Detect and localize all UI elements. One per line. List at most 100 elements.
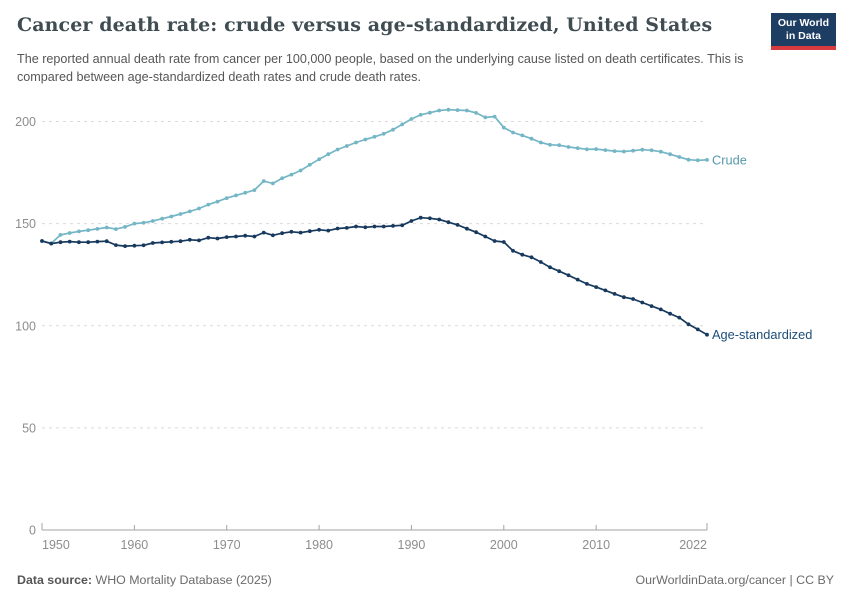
- data-point[interactable]: [215, 236, 220, 241]
- data-point[interactable]: [261, 179, 266, 184]
- series-age-standardized[interactable]: [40, 215, 709, 337]
- data-point[interactable]: [335, 147, 340, 152]
- data-point[interactable]: [160, 240, 165, 245]
- data-point[interactable]: [695, 158, 700, 163]
- data-point[interactable]: [640, 147, 645, 152]
- data-point[interactable]: [298, 230, 303, 235]
- data-point[interactable]: [40, 239, 44, 243]
- data-point[interactable]: [511, 248, 515, 253]
- data-point[interactable]: [548, 142, 552, 147]
- data-point[interactable]: [150, 219, 155, 223]
- series-line[interactable]: [41, 108, 708, 245]
- data-point[interactable]: [557, 269, 562, 274]
- data-point[interactable]: [169, 214, 174, 219]
- data-point[interactable]: [437, 217, 442, 222]
- data-point[interactable]: [474, 230, 478, 235]
- data-point[interactable]: [428, 110, 432, 115]
- data-point[interactable]: [104, 225, 109, 230]
- data-point[interactable]: [695, 327, 700, 332]
- data-point[interactable]: [307, 229, 312, 234]
- data-point[interactable]: [381, 131, 386, 136]
- data-point[interactable]: [280, 231, 284, 236]
- data-point[interactable]: [298, 168, 303, 173]
- data-point[interactable]: [86, 240, 91, 245]
- data-point[interactable]: [197, 238, 201, 243]
- data-point[interactable]: [114, 243, 118, 248]
- data-point[interactable]: [612, 292, 617, 296]
- data-point[interactable]: [215, 199, 220, 204]
- data-point[interactable]: [206, 235, 211, 240]
- data-point[interactable]: [234, 193, 238, 198]
- data-point[interactable]: [243, 190, 248, 195]
- data-point[interactable]: [418, 215, 423, 220]
- data-point[interactable]: [538, 260, 543, 264]
- data-point[interactable]: [344, 144, 349, 148]
- data-point[interactable]: [363, 137, 368, 142]
- data-point[interactable]: [363, 225, 368, 230]
- data-point[interactable]: [668, 152, 672, 157]
- data-point[interactable]: [686, 322, 691, 327]
- data-point[interactable]: [381, 224, 386, 229]
- data-point[interactable]: [234, 234, 238, 239]
- data-point[interactable]: [326, 152, 331, 157]
- data-point[interactable]: [400, 223, 405, 228]
- data-point[interactable]: [455, 223, 460, 227]
- data-point[interactable]: [86, 228, 91, 233]
- data-point[interactable]: [622, 149, 626, 154]
- series-crude[interactable]: [40, 107, 709, 246]
- data-point[interactable]: [372, 224, 377, 229]
- data-point[interactable]: [77, 240, 81, 245]
- data-point[interactable]: [391, 127, 395, 132]
- data-point[interactable]: [132, 221, 137, 226]
- data-point[interactable]: [58, 233, 63, 237]
- data-point[interactable]: [594, 285, 599, 289]
- data-point[interactable]: [289, 229, 294, 234]
- data-point[interactable]: [631, 148, 635, 153]
- data-point[interactable]: [197, 206, 201, 211]
- data-point[interactable]: [492, 114, 497, 119]
- data-point[interactable]: [317, 227, 321, 232]
- data-point[interactable]: [529, 136, 534, 141]
- data-point[interactable]: [307, 162, 312, 167]
- data-point[interactable]: [67, 231, 72, 235]
- data-point[interactable]: [335, 226, 340, 231]
- data-point[interactable]: [160, 216, 165, 221]
- data-point[interactable]: [67, 239, 72, 244]
- data-point[interactable]: [344, 226, 349, 230]
- data-point[interactable]: [178, 212, 183, 216]
- data-point[interactable]: [492, 239, 497, 243]
- data-point[interactable]: [114, 227, 118, 232]
- data-point[interactable]: [280, 176, 284, 181]
- data-point[interactable]: [705, 332, 709, 337]
- data-point[interactable]: [557, 143, 562, 148]
- data-point[interactable]: [141, 243, 146, 248]
- data-point[interactable]: [243, 233, 248, 238]
- data-point[interactable]: [631, 297, 635, 301]
- data-point[interactable]: [585, 147, 589, 152]
- data-point[interactable]: [474, 111, 478, 115]
- data-point[interactable]: [566, 145, 571, 149]
- data-point[interactable]: [391, 224, 395, 228]
- data-point[interactable]: [483, 115, 488, 120]
- data-point[interactable]: [178, 239, 183, 244]
- data-point[interactable]: [483, 234, 488, 239]
- data-point[interactable]: [658, 149, 663, 154]
- owid-logo[interactable]: Our World in Data: [770, 13, 836, 51]
- data-point[interactable]: [640, 300, 645, 305]
- data-point[interactable]: [622, 295, 626, 300]
- data-point[interactable]: [409, 117, 414, 121]
- data-point[interactable]: [95, 227, 100, 231]
- data-point[interactable]: [271, 181, 275, 186]
- data-point[interactable]: [446, 220, 451, 225]
- data-point[interactable]: [465, 108, 469, 113]
- data-point[interactable]: [400, 122, 405, 127]
- data-point[interactable]: [317, 157, 321, 162]
- data-point[interactable]: [612, 149, 617, 154]
- data-point[interactable]: [418, 112, 423, 117]
- data-point[interactable]: [261, 230, 266, 235]
- data-point[interactable]: [594, 147, 599, 152]
- data-point[interactable]: [446, 107, 451, 112]
- data-point[interactable]: [224, 235, 229, 240]
- data-point[interactable]: [187, 209, 192, 214]
- data-point[interactable]: [354, 224, 358, 229]
